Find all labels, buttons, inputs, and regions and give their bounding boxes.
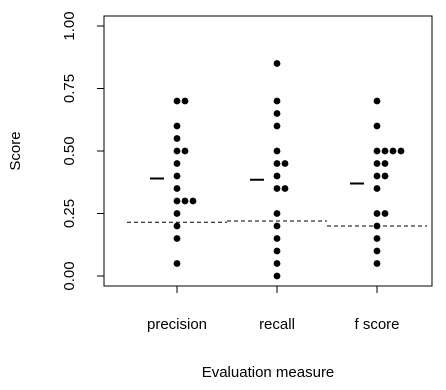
data-point [373, 260, 381, 267]
data-point [273, 247, 281, 255]
y-tick-label: 0.25 [61, 199, 78, 228]
data-point [273, 260, 281, 267]
y-axis-label: Score [7, 131, 24, 170]
data-point [173, 235, 181, 242]
data-point [273, 235, 281, 242]
data-point [273, 222, 281, 230]
data-point [373, 172, 381, 180]
data-point [173, 197, 181, 205]
data-point [173, 222, 181, 230]
data-point [173, 172, 181, 180]
data-point [373, 97, 381, 105]
data-point [281, 160, 289, 167]
data-point [173, 185, 181, 192]
data-point [389, 147, 397, 155]
y-tick-label: 0.75 [61, 74, 78, 103]
data-point [373, 235, 381, 242]
data-point [273, 272, 281, 280]
data-point [273, 122, 281, 130]
data-point [373, 122, 381, 130]
x-tick-label: f score [354, 316, 399, 333]
data-point [173, 97, 181, 105]
data-point [173, 210, 181, 217]
y-tick-label: 1.00 [61, 11, 78, 40]
data-point [381, 172, 389, 180]
data-point [373, 185, 381, 192]
data-point [381, 147, 389, 155]
x-tick-label: recall [259, 316, 295, 333]
data-point [181, 97, 189, 105]
data-point [281, 185, 289, 192]
data-point [397, 147, 405, 155]
data-point [173, 122, 181, 130]
data-point [381, 160, 389, 167]
data-point [273, 185, 281, 192]
data-point [173, 160, 181, 167]
data-point [373, 247, 381, 255]
data-point [173, 147, 181, 155]
data-point [273, 147, 281, 155]
data-point [381, 210, 389, 217]
data-point [181, 147, 189, 155]
data-point [189, 197, 197, 205]
data-point [173, 135, 181, 142]
data-point [273, 60, 281, 67]
data-point [373, 160, 381, 167]
data-point [273, 110, 281, 117]
y-tick-label: 0.50 [61, 136, 78, 165]
data-point [273, 210, 281, 217]
x-tick-label: precision [147, 316, 207, 333]
data-point [173, 260, 181, 267]
y-tick-label: 0.00 [61, 261, 78, 290]
data-point [273, 97, 281, 105]
data-point [273, 172, 281, 180]
data-point [181, 197, 189, 205]
x-axis-label: Evaluation measure [202, 364, 335, 381]
data-point [273, 160, 281, 167]
data-point [373, 210, 381, 217]
data-point [373, 147, 381, 155]
